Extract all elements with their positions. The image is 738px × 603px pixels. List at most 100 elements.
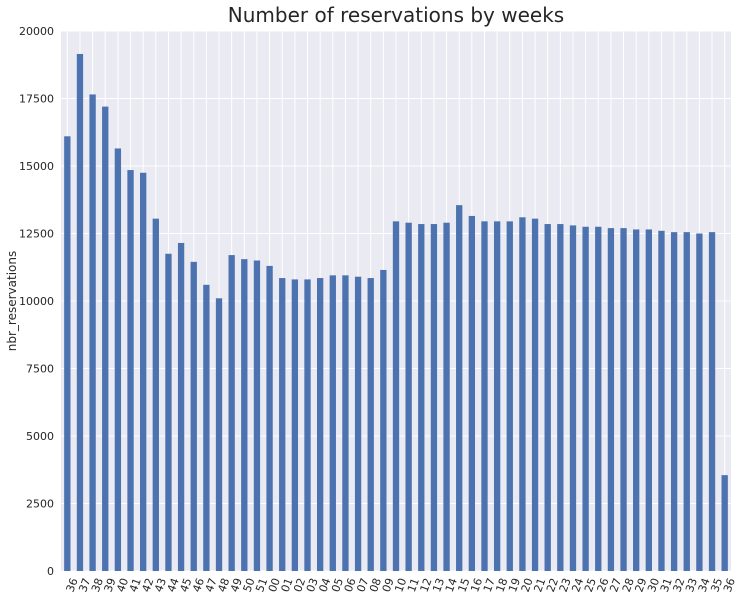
bar (266, 265, 273, 571)
x-tick-label: 02 (291, 576, 308, 594)
bar (670, 232, 678, 571)
x-tick-label: 06 (342, 576, 359, 594)
x-tick-label: 45 (177, 576, 194, 594)
x-tick-label: 09 (380, 576, 397, 594)
x-tick-label: 36 (721, 576, 738, 594)
bar (544, 224, 551, 572)
y-tick-label: 0 (47, 565, 54, 578)
bar (481, 221, 488, 571)
x-tick-label: 17 (481, 576, 498, 594)
bar (506, 221, 513, 571)
bar (696, 233, 703, 571)
y-tick-label: 17500 (19, 93, 54, 106)
x-tick-label: 01 (279, 576, 296, 594)
bar (89, 94, 96, 571)
x-tick-label: 32 (670, 576, 687, 594)
x-tick-label: 38 (89, 576, 106, 594)
bar (443, 222, 450, 571)
bar (165, 253, 172, 571)
x-tick-label: 31 (658, 576, 675, 594)
bar (354, 276, 362, 571)
bar (519, 217, 526, 572)
chart-title: Number of reservations by weeks (228, 3, 564, 27)
bar (658, 230, 665, 572)
x-tick-label: 27 (607, 576, 624, 594)
bar (645, 229, 652, 571)
bar (342, 275, 349, 571)
x-tick-label: 04 (316, 576, 333, 594)
x-tick-label: 25 (582, 576, 599, 594)
bar (418, 224, 425, 572)
x-tick-label: 15 (456, 576, 473, 594)
y-axis-ticks: 0 2500 5000 7500 10000 12500 15000 17500 20000 (19, 25, 54, 578)
bar (304, 279, 311, 571)
y-tick-label: 12500 (19, 228, 54, 241)
bar (241, 259, 248, 571)
bar (177, 242, 185, 571)
x-tick-label: 13 (430, 576, 447, 594)
x-tick-label: 21 (531, 576, 548, 594)
bar (127, 170, 134, 572)
x-tick-label: 29 (633, 576, 650, 594)
bar (380, 269, 387, 571)
bar (595, 226, 602, 571)
x-tick-label: 03 (304, 576, 321, 594)
bar (329, 275, 336, 571)
y-tick-label: 10000 (19, 295, 54, 308)
x-tick-label: 33 (683, 576, 700, 594)
bar (633, 229, 640, 571)
bar (215, 298, 223, 571)
x-tick-label: 47 (203, 576, 220, 594)
x-tick-label: 51 (253, 576, 270, 594)
x-tick-label: 26 (595, 576, 612, 594)
bar (708, 232, 716, 571)
bar (683, 232, 690, 571)
bar (405, 222, 412, 571)
bar (456, 205, 463, 571)
x-tick-label: 14 (443, 576, 460, 594)
x-tick-label: 36 (64, 576, 81, 594)
x-tick-label: 50 (241, 576, 258, 594)
x-tick-label: 24 (569, 576, 586, 594)
bar (392, 221, 400, 571)
x-tick-label: 22 (544, 576, 561, 594)
bar (228, 255, 235, 571)
x-tick-label: 12 (418, 576, 435, 594)
y-tick-label: 5000 (26, 430, 54, 443)
x-tick-label: 35 (708, 576, 725, 594)
x-axis-ticks: 3637383940414243444546474849505100010203… (64, 576, 738, 594)
bar (152, 218, 159, 571)
x-tick-label: 46 (190, 576, 207, 594)
y-tick-label: 15000 (19, 160, 54, 173)
x-tick-label: 41 (127, 576, 144, 594)
bar (279, 278, 286, 571)
x-tick-label: 16 (468, 576, 485, 594)
x-tick-label: 42 (140, 576, 157, 594)
y-tick-label: 20000 (19, 25, 54, 38)
x-tick-label: 48 (215, 576, 232, 594)
bar (367, 278, 374, 571)
bar (190, 261, 197, 571)
x-tick-label: 18 (493, 576, 510, 594)
bar (316, 278, 324, 571)
x-tick-label: 19 (506, 576, 523, 594)
bar (607, 228, 615, 571)
bar (140, 172, 147, 571)
x-tick-label: 11 (405, 576, 422, 594)
x-tick-label: 49 (228, 576, 245, 594)
x-tick-label: 30 (645, 576, 662, 594)
bar (620, 228, 627, 571)
x-tick-label: 39 (102, 576, 119, 594)
bar (557, 224, 564, 572)
bar (721, 475, 728, 571)
x-tick-label: 10 (392, 576, 409, 594)
x-tick-label: 28 (620, 576, 637, 594)
x-tick-label: 40 (114, 576, 131, 594)
bar (114, 148, 122, 571)
bar (430, 224, 438, 572)
x-tick-label: 20 (519, 576, 536, 594)
x-tick-label: 44 (165, 576, 182, 594)
x-tick-label: 07 (354, 576, 371, 594)
bar (291, 279, 299, 571)
